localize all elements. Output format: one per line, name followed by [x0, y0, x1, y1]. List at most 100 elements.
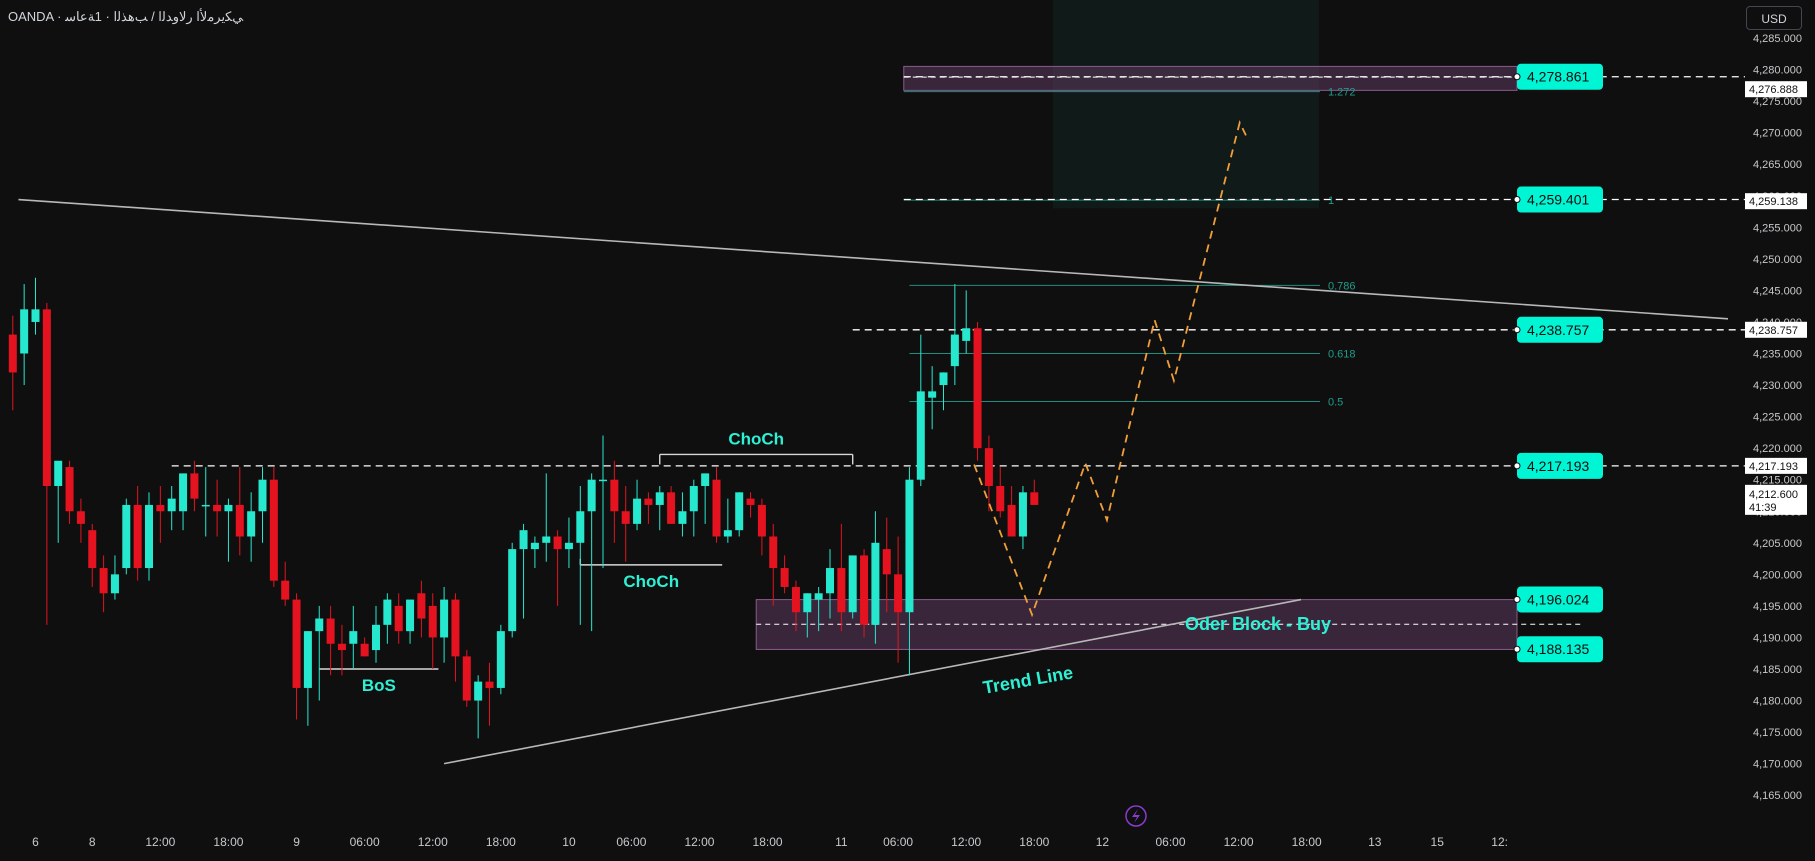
- candle-body-6[interactable]: [76, 511, 85, 524]
- candle-body-73[interactable]: [837, 568, 846, 613]
- candle-body-25[interactable]: [292, 599, 301, 688]
- lightning-icon[interactable]: [1125, 805, 1147, 827]
- candle-body-43[interactable]: [496, 631, 505, 688]
- candle-body-48[interactable]: [553, 536, 562, 550]
- level-label-4[interactable]: 4,196.024: [1513, 586, 1603, 613]
- candle-body-10[interactable]: [122, 504, 131, 569]
- candle-body-47[interactable]: [542, 536, 551, 543]
- candle-body-28[interactable]: [326, 618, 335, 644]
- candle-body-23[interactable]: [269, 479, 278, 581]
- candle-body-75[interactable]: [860, 555, 869, 625]
- candle-body-33[interactable]: [383, 599, 392, 625]
- candle-body-67[interactable]: [769, 536, 778, 569]
- candle-body-62[interactable]: [712, 479, 721, 537]
- candle-body-49[interactable]: [564, 542, 573, 550]
- candle-body-40[interactable]: [462, 656, 471, 701]
- candle-body-8[interactable]: [99, 568, 108, 594]
- upper-trend-line[interactable]: [18, 198, 1729, 320]
- candle-body-46[interactable]: [530, 542, 539, 550]
- candle-body-68[interactable]: [780, 568, 789, 587]
- candle-body-70[interactable]: [803, 593, 812, 613]
- candle-body-38[interactable]: [440, 599, 449, 638]
- candle-body-71[interactable]: [814, 593, 823, 600]
- candle-body-82[interactable]: [939, 372, 948, 386]
- candle-body-57[interactable]: [655, 492, 664, 505]
- candle-body-53[interactable]: [610, 479, 619, 512]
- candle-body-54[interactable]: [621, 511, 630, 524]
- candle-body-88[interactable]: [1007, 504, 1016, 537]
- lower-trend-line[interactable]: [443, 598, 1302, 765]
- candle-body-52[interactable]: [599, 479, 607, 482]
- candle-body-18[interactable]: [213, 504, 222, 512]
- candle-body-5[interactable]: [65, 467, 74, 512]
- candle-body-30[interactable]: [349, 631, 358, 644]
- candle-body-44[interactable]: [508, 549, 517, 632]
- candle-body-83[interactable]: [950, 334, 959, 367]
- candle-body-61[interactable]: [701, 473, 710, 487]
- currency-button[interactable]: USD: [1746, 6, 1802, 30]
- candle-body-77[interactable]: [882, 549, 891, 575]
- level-label-0[interactable]: 4,278.861: [1513, 63, 1603, 90]
- candle-body-63[interactable]: [723, 530, 732, 537]
- candle-body-84[interactable]: [962, 328, 971, 341]
- candle-body-60[interactable]: [689, 486, 698, 512]
- candle-body-11[interactable]: [133, 504, 142, 569]
- candle-body-37[interactable]: [428, 605, 437, 638]
- candle-body-16[interactable]: [190, 473, 199, 499]
- candle-body-81[interactable]: [928, 391, 937, 398]
- candle-body-2[interactable]: [31, 309, 40, 322]
- level-label-5[interactable]: 4,188.135: [1513, 636, 1603, 663]
- candle-body-15[interactable]: [179, 473, 188, 512]
- candle-body-1[interactable]: [20, 309, 29, 354]
- candle-body-21[interactable]: [247, 511, 256, 537]
- candle-body-50[interactable]: [576, 511, 585, 543]
- candle-body-45[interactable]: [519, 530, 528, 550]
- candle-body-86[interactable]: [984, 448, 993, 487]
- candle-body-39[interactable]: [451, 599, 460, 657]
- candle-body-9[interactable]: [110, 574, 119, 594]
- candle-body-31[interactable]: [360, 643, 369, 657]
- projection-path[interactable]: [973, 119, 1249, 618]
- candle-body-20[interactable]: [235, 504, 244, 537]
- candle-body-90[interactable]: [1030, 492, 1039, 505]
- candle-body-26[interactable]: [303, 631, 312, 688]
- level-label-1[interactable]: 4,259.401: [1513, 186, 1603, 213]
- candle-body-36[interactable]: [417, 593, 426, 619]
- candle-body-34[interactable]: [394, 605, 403, 632]
- candle-body-0[interactable]: [8, 334, 17, 373]
- candle-body-51[interactable]: [587, 479, 596, 512]
- candle-body-7[interactable]: [88, 530, 97, 569]
- candle-body-69[interactable]: [791, 586, 800, 613]
- candle-body-74[interactable]: [848, 555, 857, 613]
- candle-body-89[interactable]: [1018, 492, 1027, 537]
- candle-body-64[interactable]: [735, 492, 744, 531]
- candle-body-13[interactable]: [156, 504, 165, 512]
- candle-body-56[interactable]: [644, 498, 653, 505]
- level-label-3[interactable]: 4,217.193: [1513, 452, 1603, 479]
- candle-body-76[interactable]: [871, 542, 880, 625]
- candle-body-29[interactable]: [337, 643, 346, 651]
- candle-body-42[interactable]: [485, 681, 494, 688]
- candle-body-32[interactable]: [372, 624, 380, 651]
- candle-body-17[interactable]: [201, 504, 210, 507]
- candle-body-27[interactable]: [315, 618, 324, 632]
- candle-body-59[interactable]: [678, 511, 687, 524]
- candle-body-14[interactable]: [167, 498, 176, 512]
- candle-body-80[interactable]: [916, 391, 925, 480]
- candle-body-58[interactable]: [667, 492, 676, 524]
- candle-body-41[interactable]: [474, 681, 483, 701]
- candle-body-3[interactable]: [42, 309, 51, 487]
- candle-body-78[interactable]: [894, 574, 903, 613]
- candle-body-85[interactable]: [973, 328, 982, 449]
- candle-body-24[interactable]: [281, 580, 290, 600]
- candle-body-19[interactable]: [224, 504, 233, 512]
- candle-body-65[interactable]: [746, 498, 755, 505]
- candle-body-66[interactable]: [757, 504, 766, 537]
- candle-body-87[interactable]: [996, 486, 1005, 512]
- candle-body-72[interactable]: [826, 568, 834, 594]
- candle-body-35[interactable]: [406, 599, 415, 632]
- candle-body-79[interactable]: [905, 479, 914, 613]
- candle-body-22[interactable]: [258, 479, 267, 512]
